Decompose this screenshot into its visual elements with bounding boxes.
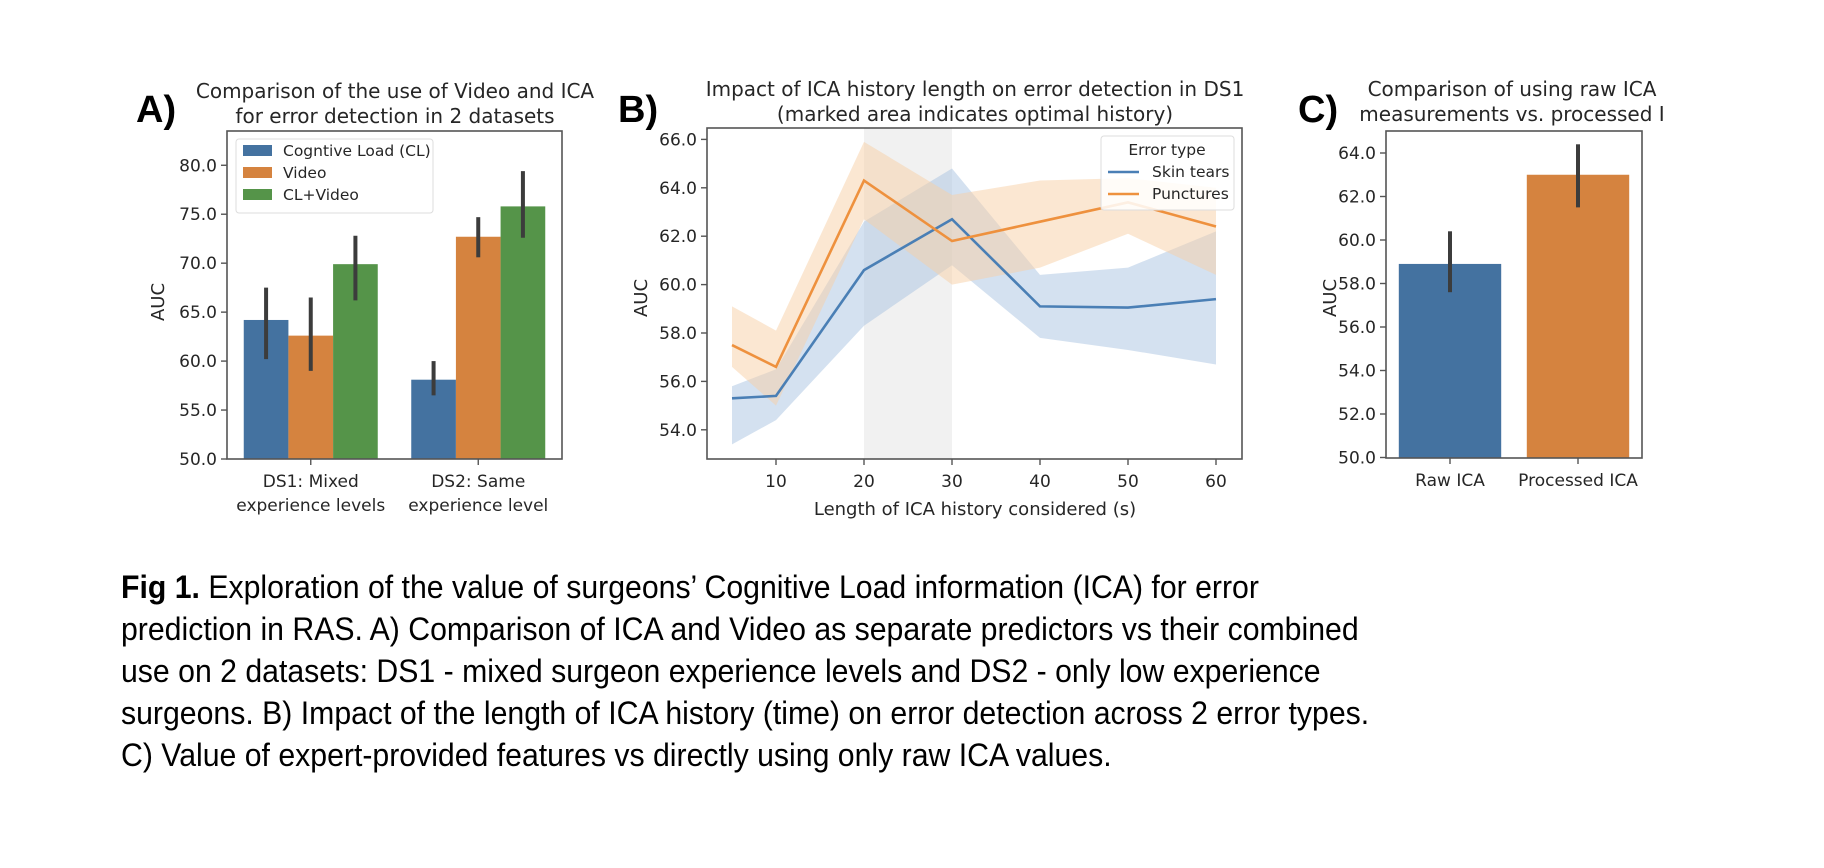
chart-b-title-line2: (marked area indicates optimal history) [777,102,1173,126]
chart-c-ytick-label: 62.0 [1338,188,1376,208]
chart-b-axes-frame [706,127,1243,460]
caption-line-5: C) Value of expert-provided features vs … [121,737,1112,773]
bar-processed-ica [1526,174,1630,458]
chart-c-ytick-label: 56.0 [1338,318,1376,338]
panel-label-b: B) [618,89,658,131]
legend-label: Punctures [1152,185,1229,203]
caption-label: Fig 1. [121,569,200,605]
line-skin-tears [731,217,1217,400]
chart-c-xtick-label: Raw ICA [1415,471,1485,491]
chart-c-ytick-label: 58.0 [1338,275,1376,295]
legend-label: Video [283,164,326,182]
panel-label-a: A) [136,89,176,131]
chart-a-xtick-label: experience level [408,496,548,516]
chart-b-xtick-label: 60 [1205,472,1227,492]
caption-text-1: Exploration of the value of surgeons’ Co… [199,569,1259,605]
chart-a-ytick-label: 80.0 [179,156,217,176]
legend-swatch [243,189,272,200]
caption-line-1: Fig 1. Exploration of the value of surge… [121,566,1609,608]
chart-a-ylabel: AUC [148,283,169,321]
caption-line-4: surgeons. B) Impact of the length of ICA… [121,695,1370,731]
chart-a-axes-frame [226,130,563,460]
chart-b-ytick-label: 54.0 [659,421,697,441]
figure: A) Comparison of the use of Video and IC… [136,77,1665,520]
chart-a-title-line1: Comparison of the use of Video and ICA [196,79,595,103]
chart-c: C) Comparison of using raw ICA measureme… [1298,77,1665,491]
chart-c-ytick-label: 54.0 [1338,362,1376,382]
chart-c-title-line1: Comparison of using raw ICA [1368,77,1657,101]
legend-swatch [243,145,272,156]
chart-c-ytick-label: 64.0 [1338,144,1376,164]
chart-a-legend: Cogntive Load (CL) Video CL+Video [235,138,434,214]
chart-a-xtick-label: experience levels [236,496,385,516]
chart-a-title-line2: for error detection in 2 datasets [235,104,554,128]
chart-c-axes-frame [1385,130,1643,459]
chart-b-legend: Error type Skin tears Punctures [1100,135,1235,211]
legend-title: Error type [1128,141,1205,159]
legend-frame [235,138,434,214]
bar-raw-ica [1398,263,1502,458]
bar-cl-video-2 [500,206,546,459]
figure-caption: Fig 1. Exploration of the value of surge… [121,566,1609,776]
bar-video-2 [455,236,501,459]
chart-a-ytick-label: 55.0 [179,401,217,421]
chart-a-xtick-label: DS1: Mixed [263,472,359,492]
chart-b-ytick-label: 62.0 [659,227,697,247]
chart-c-ytick-label: 52.0 [1338,405,1376,425]
chart-b-ytick-label: 58.0 [659,324,697,344]
chart-b-xtick-label: 20 [853,472,875,492]
chart-c-ytick-label: 60.0 [1338,231,1376,251]
chart-b-ylabel: AUC [631,279,652,317]
chart-b-xtick-label: 30 [941,472,963,492]
chart-c-ytick-label: 50.0 [1338,449,1376,469]
caption-line-3: use on 2 datasets: DS1 - mixed surgeon e… [121,653,1321,689]
chart-b-ytick-label: 60.0 [659,276,697,296]
chart-b-xtick-label: 40 [1029,472,1051,492]
chart-a-xtick-label: DS2: Same [431,472,525,492]
chart-b: B) Impact of ICA history length on error… [618,77,1244,520]
legend-swatch [243,167,272,178]
ci-band-punctures [732,141,1216,406]
legend-label: CL+Video [283,186,359,204]
chart-b-ytick-label: 66.0 [659,130,697,150]
chart-a-ytick-label: 60.0 [179,352,217,372]
chart-b-xtick-label: 10 [765,472,787,492]
chart-a: A) Comparison of the use of Video and IC… [136,79,594,516]
chart-a-ytick-label: 70.0 [179,254,217,274]
chart-a-ytick-label: 65.0 [179,303,217,323]
chart-b-ytick-label: 56.0 [659,372,697,392]
panel-label-c: C) [1298,89,1338,131]
chart-c-title-line2: measurements vs. processed I [1359,102,1664,126]
legend-frame [1100,135,1235,211]
chart-b-xtick-label: 50 [1117,472,1139,492]
chart-a-ytick-label: 50.0 [179,450,217,470]
chart-a-ytick-label: 75.0 [179,205,217,225]
chart-c-ylabel: AUC [1320,279,1341,317]
chart-b-xlabel: Length of ICA history considered (s) [814,499,1136,520]
caption-line-2: prediction in RAS. A) Comparison of ICA … [121,611,1359,647]
legend-label: Skin tears [1152,163,1229,181]
chart-b-ytick-label: 64.0 [659,179,697,199]
chart-c-xtick-label: Processed ICA [1518,471,1638,491]
legend-label: Cogntive Load (CL) [283,142,431,160]
chart-b-title-line1: Impact of ICA history length on error de… [706,77,1245,101]
